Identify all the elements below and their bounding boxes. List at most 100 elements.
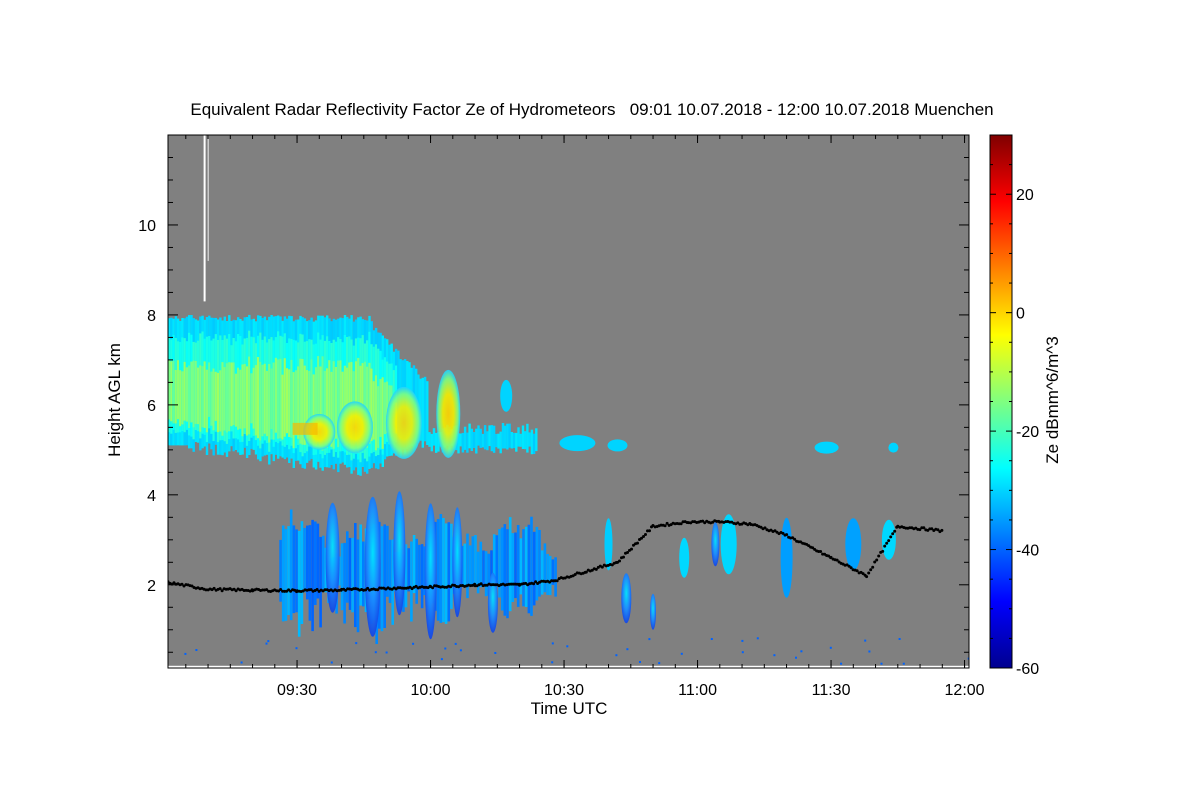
cloud-column-core <box>223 367 226 431</box>
clutter-pixel <box>741 651 744 654</box>
cloud-base-point <box>793 537 797 541</box>
cloud-column-outer <box>435 432 438 453</box>
convective-column <box>346 531 349 603</box>
clutter-pixel <box>412 642 415 645</box>
convective-column <box>508 517 512 612</box>
cloud-base-point <box>827 554 831 558</box>
cloud-column-outer <box>532 433 536 454</box>
cloud-column-outer <box>457 433 460 454</box>
convective-column <box>391 539 394 625</box>
cloud-base-point <box>555 579 559 583</box>
cloud-column-core <box>374 375 378 451</box>
y-tick-label: 6 <box>147 398 156 415</box>
convective-column <box>418 544 421 590</box>
cloud-column-outer <box>528 432 531 447</box>
convective-column <box>340 543 344 611</box>
cloud-column-core <box>270 368 273 429</box>
cloud-base-point <box>584 570 588 574</box>
cloud-column-core <box>339 360 342 442</box>
cloud-base-point <box>781 531 785 535</box>
clutter-pixel <box>756 637 759 640</box>
low-cloud-patch <box>780 517 793 598</box>
cloud-base-point <box>893 529 897 533</box>
cloud-base-point <box>376 588 380 592</box>
cloud-column-core <box>192 360 195 428</box>
convective-column <box>503 524 507 616</box>
cloud-column-core <box>323 370 327 449</box>
cloud-column-core <box>303 365 307 445</box>
cloud-column-core <box>279 358 282 439</box>
convective-column <box>383 524 386 628</box>
cloud-column-outer <box>515 432 518 452</box>
cloud-column-outer <box>481 433 485 448</box>
convective-column <box>522 529 525 607</box>
convective-column <box>300 521 304 624</box>
x-axis-title: Time UTC <box>531 699 608 718</box>
precipitation-streak <box>424 503 437 640</box>
convective-column <box>442 518 445 623</box>
cloud-base-point <box>618 559 621 563</box>
clutter-pixel <box>195 649 198 651</box>
convective-column <box>284 529 288 621</box>
clutter-pixel <box>829 646 832 649</box>
cloud-column-outer <box>479 428 482 448</box>
cloud-column-core <box>208 362 211 417</box>
cloud-column-core <box>201 366 204 428</box>
low-cloud-patch <box>604 518 613 571</box>
convective-column <box>295 529 298 613</box>
cloud-column-outer <box>466 432 469 453</box>
cloud-base-point <box>532 582 536 586</box>
cloud-base-series <box>168 519 944 594</box>
cloud-column-core <box>205 369 209 433</box>
cloud-column-core <box>297 366 300 439</box>
cloud-base-point <box>265 588 269 592</box>
cloud-base-point <box>663 524 667 528</box>
cloud-column-outer <box>504 425 507 449</box>
cloud-column-core <box>196 367 200 425</box>
clutter-pixel <box>902 662 905 665</box>
cloud-column-core <box>243 364 246 429</box>
convective-column <box>316 523 320 599</box>
cloud-base-point <box>679 522 683 526</box>
cloud-base-point <box>763 526 767 530</box>
cloud-column-core <box>363 361 367 446</box>
cloud-column-outer <box>499 431 502 454</box>
cloud-column-core <box>232 362 235 425</box>
cloud-base-point <box>883 544 887 548</box>
cloud-base-point <box>887 539 891 543</box>
convective-column <box>362 541 365 607</box>
cloud-base-point <box>610 563 614 567</box>
convective-column <box>303 527 306 593</box>
convective-column <box>415 538 418 604</box>
convective-column <box>543 543 547 593</box>
cloud-column-core <box>216 372 220 433</box>
cloud-base-point <box>701 519 705 523</box>
convective-column <box>519 538 523 595</box>
cloud-column-core <box>168 359 171 420</box>
convective-column <box>308 525 312 621</box>
cloud-column-core <box>337 360 340 448</box>
cloud-column-core <box>277 359 280 439</box>
cloud-base-point <box>648 529 651 533</box>
cloud-fragment <box>888 442 899 453</box>
cloud-column-core <box>228 362 231 432</box>
convective-column <box>554 557 557 597</box>
clutter-pixel <box>840 662 843 665</box>
clutter-pixel <box>184 652 187 655</box>
cloud-column-outer <box>483 425 487 450</box>
clutter-pixel <box>267 640 270 643</box>
convective-column <box>516 525 520 607</box>
cloud-column-outer <box>428 432 431 447</box>
clutter-pixel <box>566 645 569 648</box>
cloud-base-point <box>218 587 222 591</box>
clutter-pixel <box>626 648 629 651</box>
convective-column <box>279 539 282 602</box>
cloud-column-core <box>230 362 233 427</box>
clutter-pixel <box>658 662 661 665</box>
axes: 09:30 10:00 10:30 11:00 11:30 12:00 2 4 6 8 10 <box>138 134 985 699</box>
cloud-base-point <box>479 582 483 586</box>
cloud-column-outer <box>524 431 527 450</box>
convective-column <box>538 530 541 597</box>
cloud-column-outer <box>430 433 433 452</box>
cloud-column-core <box>283 358 287 437</box>
